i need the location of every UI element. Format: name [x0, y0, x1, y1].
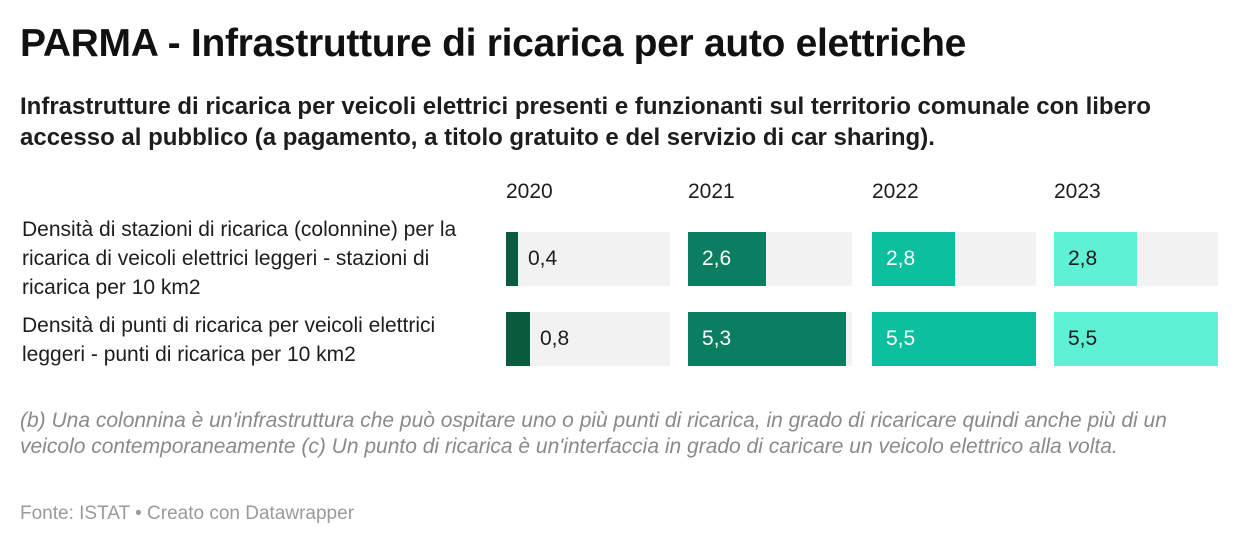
bar-2023-0 — [1054, 232, 1137, 286]
chart-title: PARMA - Infrastrutture di ricarica per a… — [20, 22, 967, 65]
chart-subtitle: Infrastrutture di ricarica per veicoli e… — [20, 93, 1151, 151]
row-label-1: Densità di punti di ricarica per veicoli… — [22, 314, 436, 366]
value-label-2023-1: 5,5 — [1068, 327, 1098, 350]
bar-2020-0 — [506, 232, 518, 286]
bar-track-2-1: 5,5 — [872, 312, 1036, 366]
value-label-2022-0: 2,8 — [886, 247, 916, 270]
value-label-2021-1: 5,3 — [702, 327, 732, 350]
value-label-2020-0: 0,4 — [528, 247, 558, 270]
value-label-2022-1: 5,5 — [886, 327, 916, 350]
bar-track-0-0: 0,4 — [506, 232, 670, 286]
column-header-0: 2020 — [506, 180, 553, 203]
bar-2021-1 — [688, 312, 846, 366]
bar-2021-0 — [688, 232, 766, 286]
bar-track-1-1: 5,3 — [688, 312, 852, 366]
bar-track-2-0: 2,8 — [872, 232, 1036, 286]
bar-track-1-0: 2,6 — [688, 232, 852, 286]
bar-track-3-0: 2,8 — [1054, 232, 1218, 286]
value-label-2021-0: 2,6 — [702, 247, 732, 270]
bar-2023-1 — [1054, 312, 1218, 366]
bar-track-3-1: 5,5 — [1054, 312, 1218, 366]
bar-2022-1 — [872, 312, 1036, 366]
chart-notes: (b) Una colonnina è un'infrastruttura ch… — [20, 409, 1167, 458]
bar-2020-1 — [506, 312, 530, 366]
column-header-2: 2022 — [872, 180, 919, 203]
chart-footer: Fonte: ISTAT • Creato con Datawrapper — [20, 503, 355, 524]
bar-2022-0 — [872, 232, 955, 286]
column-header-3: 2023 — [1054, 180, 1101, 203]
value-label-2020-1: 0,8 — [540, 327, 570, 350]
value-label-2023-0: 2,8 — [1068, 247, 1098, 270]
bar-track-0-1: 0,8 — [506, 312, 670, 366]
row-label-0: Densità di stazioni di ricarica (colonni… — [22, 218, 457, 299]
column-header-1: 2021 — [688, 180, 735, 203]
